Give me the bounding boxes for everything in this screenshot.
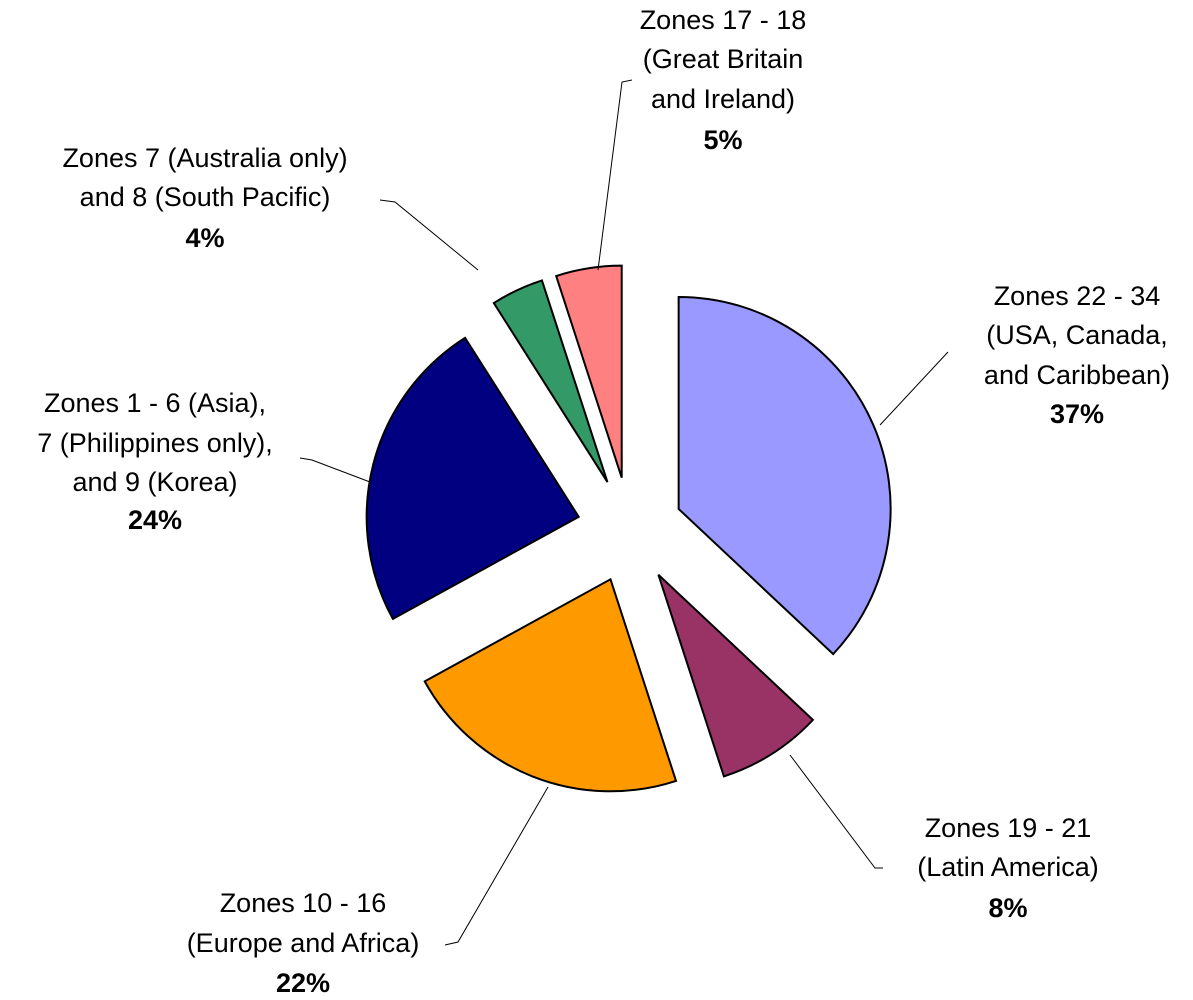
leader-line xyxy=(789,754,883,869)
slice-label: Zones 19 - 21 xyxy=(925,813,1092,843)
leader-line xyxy=(379,199,479,271)
slice-label: 7 (Philippines only), xyxy=(37,428,273,458)
pie-slice xyxy=(423,577,678,793)
slice-label: Zones 17 - 18 xyxy=(640,5,807,35)
leader-line xyxy=(879,351,949,426)
slice-label: (Europe and Africa) xyxy=(187,928,420,958)
slice-label: Zones 1 - 6 (Asia), xyxy=(44,388,266,418)
slice-percent: 22% xyxy=(276,968,330,998)
slice-label: (USA, Canada, xyxy=(986,320,1168,350)
slice-label: and 8 (South Pacific) xyxy=(80,182,331,212)
slice-label: and 9 (Korea) xyxy=(72,467,237,497)
pie-slice xyxy=(657,574,815,778)
pie-slice xyxy=(677,295,892,656)
slice-percent: 37% xyxy=(1050,399,1104,429)
slice-label: (Great Britain xyxy=(643,44,804,74)
leader-line xyxy=(299,457,371,483)
slice-label: and Ireland) xyxy=(651,84,795,114)
slice-label: Zones 10 - 16 xyxy=(220,888,387,918)
slice-label: (Latin America) xyxy=(917,852,1099,882)
slice-percent: 8% xyxy=(988,893,1027,923)
leader-line xyxy=(444,786,549,946)
slice-percent: 24% xyxy=(128,505,182,535)
slice-percent: 4% xyxy=(185,223,224,253)
pie-slice xyxy=(492,279,609,483)
slice-label: Zones 7 (Australia only) xyxy=(62,143,347,173)
slice-percent: 5% xyxy=(703,125,742,155)
slice-label: Zones 22 - 34 xyxy=(994,281,1161,311)
slice-label: and Caribbean) xyxy=(984,360,1170,390)
pie-slice xyxy=(554,264,623,478)
leader-line xyxy=(597,79,633,271)
pie-slice xyxy=(365,336,581,621)
